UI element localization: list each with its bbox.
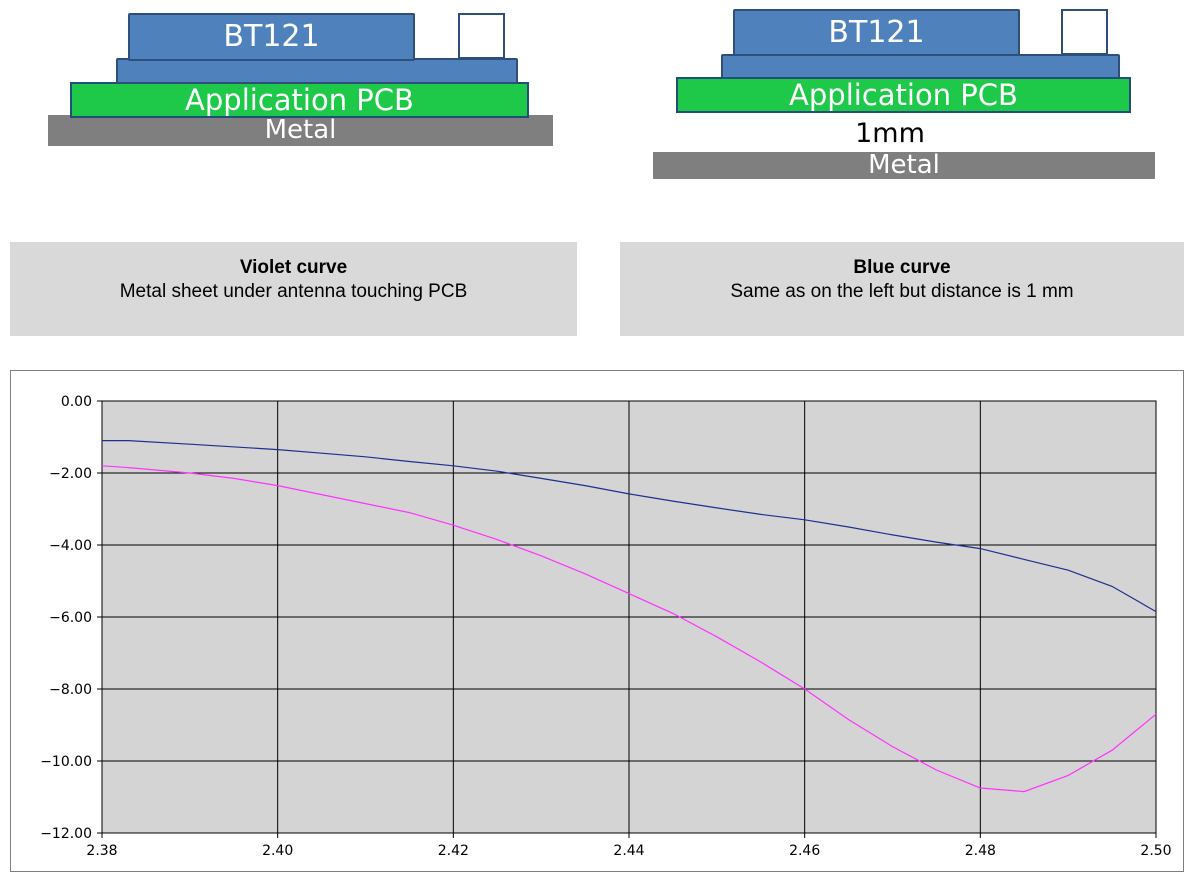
blue-series-line	[102, 439, 1157, 613]
caption-description: Metal sheet under antenna touching PCB	[119, 281, 468, 302]
y-tick-label: −6.00	[49, 610, 92, 626]
module-body: BT121	[128, 13, 415, 61]
caption-blue-curve: Blue curve Same as on the left but dista…	[620, 242, 1184, 336]
y-tick-label: 0.00	[61, 394, 92, 410]
gap-label: 1mm	[855, 118, 925, 149]
component-box	[1061, 9, 1108, 55]
pcb-layer: Application PCB	[676, 77, 1131, 113]
y-tick-label: −4.00	[49, 538, 92, 554]
metal-label: Metal	[868, 150, 940, 180]
y-tick-label: −12.00	[40, 826, 92, 842]
x-tick-label: 2.50	[1140, 843, 1171, 859]
y-tick-label: −2.00	[49, 466, 92, 482]
y-tick-label: −10.00	[40, 754, 92, 770]
caption-description: Same as on the left but distance is 1 mm	[730, 281, 1074, 302]
x-tick-label: 2.44	[613, 843, 644, 859]
module-label: BT121	[828, 15, 925, 50]
caption-title: Blue curve	[853, 257, 951, 278]
x-tick-label: 2.40	[262, 843, 293, 859]
x-tick-label: 2.48	[965, 843, 996, 859]
caption-violet-curve: Violet curve Metal sheet under antenna t…	[10, 242, 577, 336]
component-box	[458, 13, 505, 59]
x-tick-label: 2.46	[789, 843, 820, 859]
violet-series-line	[101, 465, 1157, 793]
pcb-label: Application PCB	[185, 83, 414, 117]
module-body: BT121	[733, 9, 1020, 57]
pcb-layer: Application PCB	[70, 82, 529, 118]
metal-label: Metal	[264, 115, 337, 145]
module-base	[116, 58, 518, 84]
pcb-label: Application PCB	[789, 78, 1018, 112]
module-label: BT121	[223, 19, 320, 54]
line-chart: 2.38 2.40 2.42 2.44 2.46 2.48 2.50 0.00 −2.00 −4.…	[40, 394, 1171, 859]
plot-border	[101, 400, 1157, 834]
caption-title: Violet curve	[239, 257, 348, 278]
chart-frame: 2.38 2.40 2.42 2.44 2.46 2.48 2.50 0.00 −2.00 −4.…	[10, 370, 1184, 872]
metal-layer: Metal	[48, 115, 553, 146]
metal-layer: Metal	[653, 152, 1155, 179]
y-tick-label: −8.00	[49, 682, 92, 698]
x-tick-label: 2.42	[438, 843, 469, 859]
x-tick-label: 2.38	[86, 843, 117, 859]
